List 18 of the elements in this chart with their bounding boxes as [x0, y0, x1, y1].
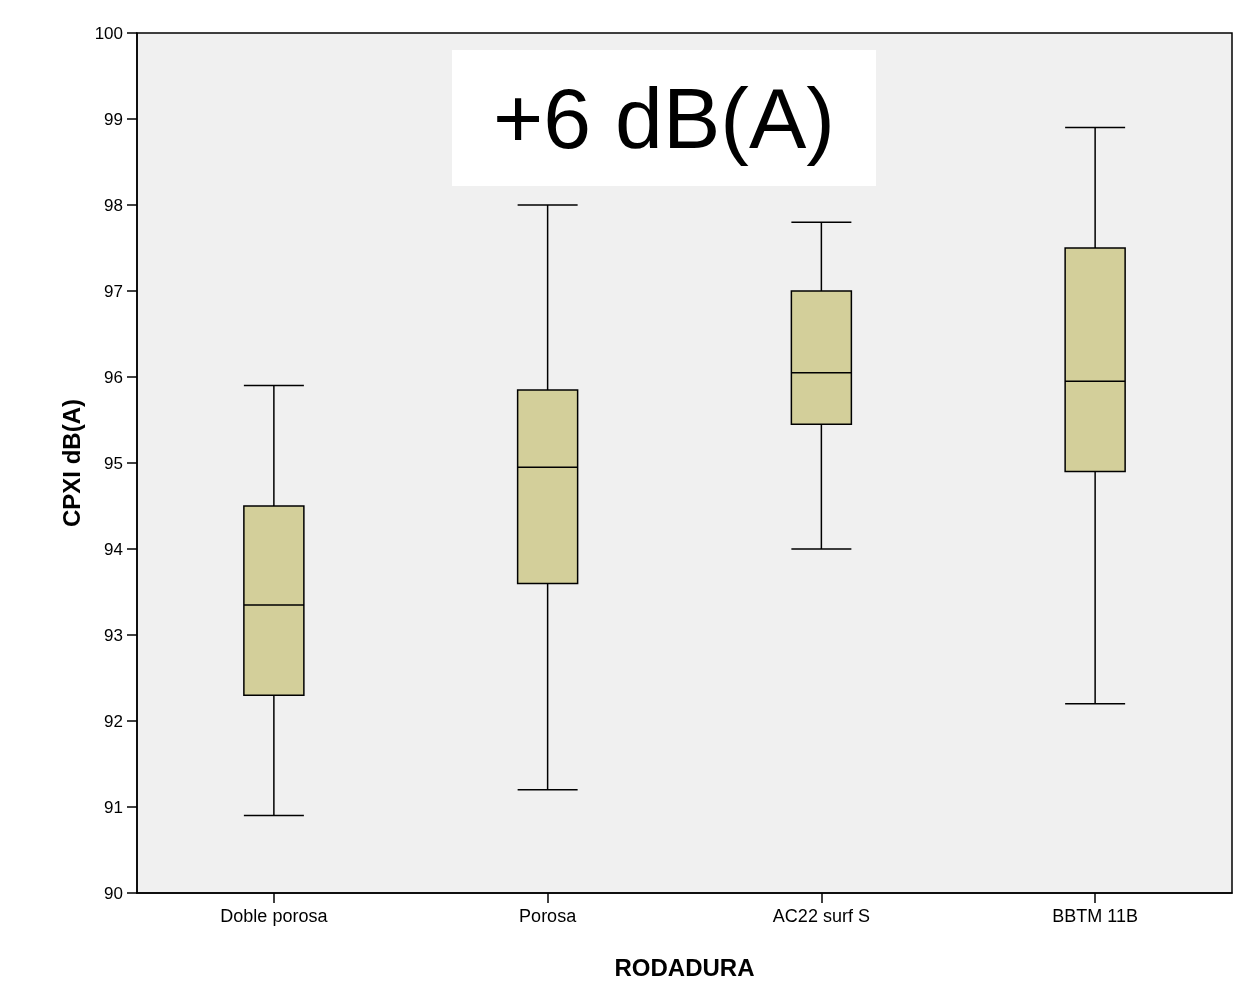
y-tick-label: 97 [104, 281, 123, 301]
y-tick-label: 98 [104, 195, 123, 215]
x-axis-title: RODADURA [614, 953, 755, 981]
y-tick-label: 94 [104, 539, 123, 559]
y-tick-label: 92 [104, 711, 123, 731]
y-axis-title: CPXI dB(A) [57, 399, 85, 527]
y-tick-label: 93 [104, 625, 123, 645]
x-tick-label: AC22 surf S [772, 906, 870, 926]
y-tick-label: 100 [94, 23, 123, 43]
y-tick-label: 99 [104, 109, 123, 129]
annotation: +6 dB(A) [493, 70, 835, 166]
y-tick-label: 90 [104, 883, 123, 903]
y-tick-label: 95 [104, 453, 123, 473]
x-tick-label: Doble porosa [220, 906, 329, 926]
y-tick-label: 96 [104, 367, 123, 387]
x-tick-label: BBTM 11B [1052, 906, 1138, 926]
x-tick-label: Porosa [519, 906, 578, 926]
y-tick-label: 91 [104, 797, 123, 817]
